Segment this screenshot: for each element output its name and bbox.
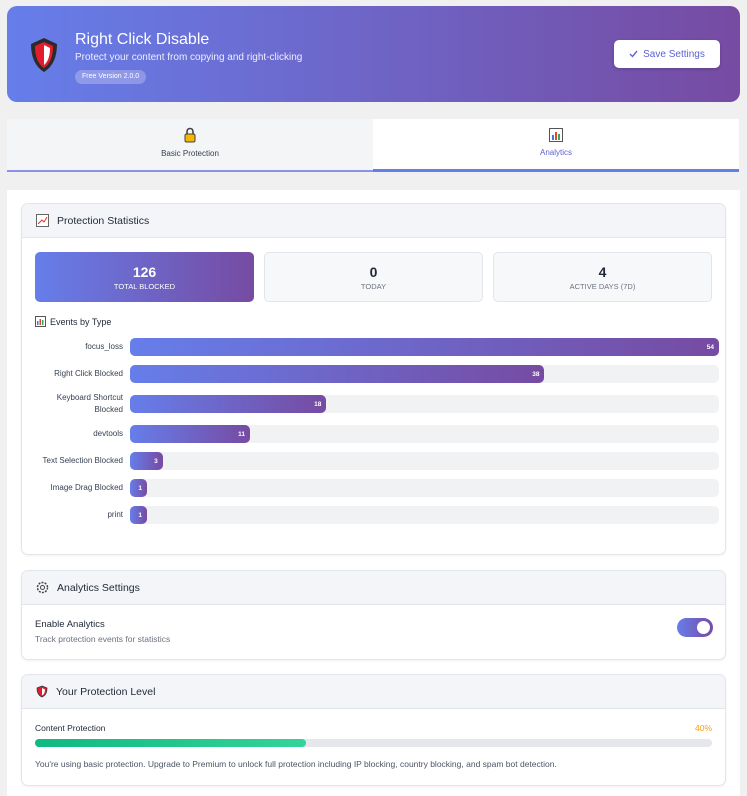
note: You're using basic protection. Upgrade t… xyxy=(35,759,557,769)
panel-header: Your Protection Level xyxy=(22,675,725,709)
chart-icon xyxy=(549,128,563,142)
bar-chart: focus_loss 54 Right Click Blocked 38 Keyboar… xyxy=(35,338,719,524)
bar-value-label: 54 xyxy=(706,343,714,351)
toggle[interactable] xyxy=(677,618,713,637)
panel-title: Your Protection Level xyxy=(56,685,156,698)
progress-fill xyxy=(35,739,306,747)
tab-label: Basic Protection xyxy=(161,149,219,158)
bar: 1 xyxy=(130,506,147,524)
stat-label: ACTIVE DAYS (7D) xyxy=(569,281,636,291)
panel-title: Protection Statistics xyxy=(57,214,150,227)
bar-value-label: 38 xyxy=(532,370,540,378)
bar-track: 18 xyxy=(130,395,719,413)
panel-header: Protection Statistics xyxy=(22,204,725,238)
stat-label: TOTAL BLOCKED xyxy=(113,281,176,291)
stat-card: 126 TOTAL BLOCKED xyxy=(35,252,254,302)
category-label: focus_loss xyxy=(85,342,123,351)
bar-row: print 1 xyxy=(35,506,719,524)
toggle-knob xyxy=(697,621,710,634)
chart-icon xyxy=(35,316,46,327)
category-label: devtools xyxy=(93,429,123,438)
lock-icon xyxy=(184,127,196,143)
option-label: Enable Analytics xyxy=(35,619,105,630)
bar-track: 1 xyxy=(130,479,719,497)
version-badge: Free Version 2.0.0 xyxy=(75,70,147,84)
stat-value: 4 xyxy=(598,263,607,280)
stat-label: TODAY xyxy=(360,281,387,291)
app-title: Right Click Disable xyxy=(75,31,210,48)
tab[interactable]: Analytics xyxy=(373,119,739,172)
shield-icon xyxy=(36,685,48,698)
bar-track: 38 xyxy=(130,365,719,383)
option-description: Track protection events for statistics xyxy=(35,634,171,644)
tab-label: Analytics xyxy=(539,148,572,157)
header: Right Click Disable Protect your content… xyxy=(7,6,740,102)
bar-track: 11 xyxy=(130,425,719,443)
stat-value: 126 xyxy=(132,263,157,280)
bar-value-label: 3 xyxy=(154,457,158,465)
bar-row: devtools 11 xyxy=(35,425,719,443)
bar-value-label: 18 xyxy=(314,400,322,408)
check-icon xyxy=(629,50,638,58)
protection-panel: Your Protection Level Content Protection… xyxy=(21,674,726,786)
category-label: Keyboard Shortcut Blocked xyxy=(56,393,123,414)
stat-card: 4 ACTIVE DAYS (7D) xyxy=(493,252,712,302)
bar-row: Text Selection Blocked 3 xyxy=(35,452,719,470)
bar-value-label: 1 xyxy=(138,484,142,492)
bar-value-label: 1 xyxy=(138,511,142,519)
panel-title: Analytics Settings xyxy=(57,581,140,594)
bar: 11 xyxy=(130,425,250,443)
stat-value: 0 xyxy=(369,263,378,280)
category-label: Image Drag Blocked xyxy=(50,483,123,492)
bar-track: 3 xyxy=(130,452,719,470)
statistics-panel: Protection Statistics 126 TOTAL BLOCKED 0… xyxy=(21,203,726,555)
settings-panel: Analytics Settings Enable Analytics Trac… xyxy=(21,570,726,660)
gear-icon xyxy=(36,581,49,594)
shield-icon xyxy=(31,38,57,72)
stat-card: 0 TODAY xyxy=(264,252,483,302)
panel-header: Analytics Settings xyxy=(22,571,725,605)
bar-row: Image Drag Blocked 1 xyxy=(35,479,719,497)
trend-icon xyxy=(36,214,49,227)
bar-row: Keyboard Shortcut Blocked 18 xyxy=(35,392,719,416)
bar: 54 xyxy=(130,338,719,356)
category-label: Right Click Blocked xyxy=(54,369,123,378)
bar: 38 xyxy=(130,365,545,383)
bar: 1 xyxy=(130,479,147,497)
bar: 18 xyxy=(130,395,327,413)
bar: 3 xyxy=(130,452,163,470)
category-label: Text Selection Blocked xyxy=(42,456,124,465)
bar-track: 54 xyxy=(130,338,719,356)
save-label: Save Settings xyxy=(643,48,705,60)
category-label: print xyxy=(107,510,123,519)
save-button[interactable]: Save Settings xyxy=(614,40,720,68)
progress-value: 40% xyxy=(694,723,712,733)
tab[interactable]: Basic Protection xyxy=(7,119,373,172)
chart-title: Events by Type xyxy=(35,316,111,327)
bar-row: Right Click Blocked 38 xyxy=(35,365,719,383)
chart-title-text: Events by Type xyxy=(50,316,112,327)
progress-label: Content Protection xyxy=(35,723,106,733)
app-subtitle: Protect your content from copying and ri… xyxy=(75,52,303,63)
progress-track xyxy=(35,739,712,747)
bar-value-label: 11 xyxy=(238,430,245,438)
bar-track: 1 xyxy=(130,506,719,524)
bar-row: focus_loss 54 xyxy=(35,338,719,356)
